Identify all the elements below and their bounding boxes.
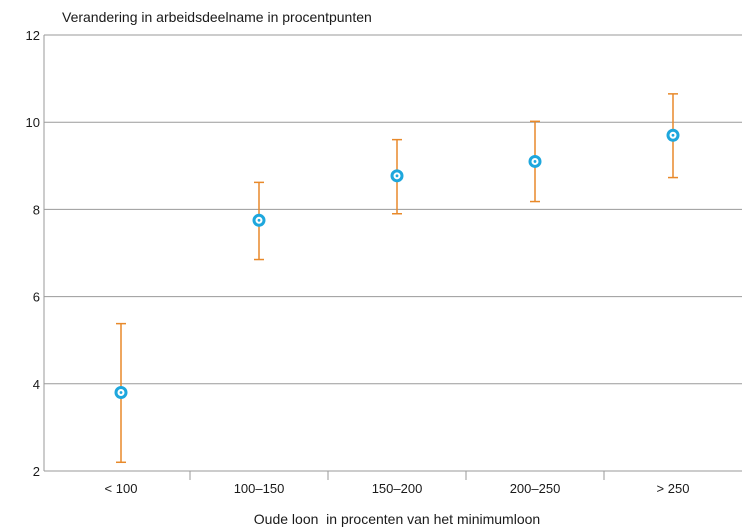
y-tick-label: 6 <box>33 290 40 305</box>
x-tick-label: 200–250 <box>510 481 561 496</box>
grid-layer <box>43 34 742 480</box>
y-tick-label: 2 <box>33 464 40 479</box>
y-tick-label: 10 <box>26 115 40 130</box>
data-point-center <box>533 160 537 163</box>
y-tick-labels: 2 4 6 8 10 12 <box>26 28 40 479</box>
x-tick-label: 150–200 <box>372 481 423 496</box>
data-point-center <box>395 174 399 178</box>
x-tick-label: 100–150 <box>234 481 285 496</box>
data-point <box>114 386 128 400</box>
y-tick-label: 4 <box>33 377 40 392</box>
data-point <box>252 213 266 227</box>
y-tick-label: 12 <box>26 28 40 43</box>
x-tick-label: > 250 <box>657 481 690 496</box>
data-point-center <box>119 391 123 394</box>
data-point <box>528 154 542 168</box>
error-bars <box>116 93 678 464</box>
data-point-center <box>257 218 261 222</box>
data-point <box>666 128 680 142</box>
y-tick-label: 8 <box>33 202 40 217</box>
data-point <box>390 169 404 183</box>
data-point-center <box>671 133 675 137</box>
chart-title: Verandering in arbeidsdeelname in procen… <box>62 9 372 25</box>
data-points <box>114 128 680 400</box>
x-tick-label: < 100 <box>105 481 138 496</box>
x-tick-labels: < 100 100–150 150–200 200–250 > 250 <box>105 481 690 496</box>
x-axis-label: Oude loon in procenten van het minimumlo… <box>254 511 540 527</box>
